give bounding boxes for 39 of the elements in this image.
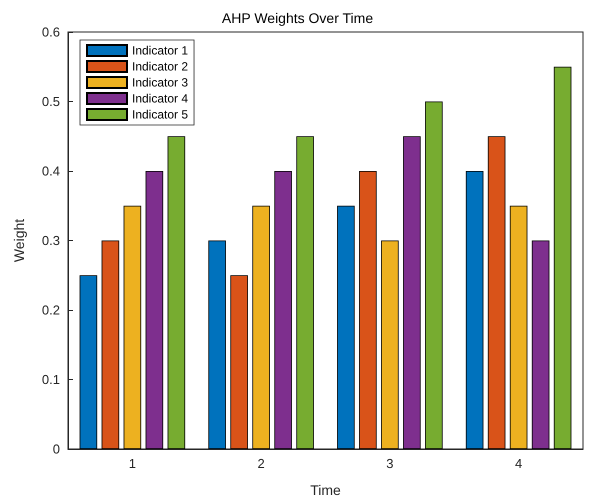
bar <box>274 171 292 449</box>
bar <box>381 240 399 449</box>
bar <box>252 206 270 449</box>
bar <box>425 102 443 449</box>
y-axis-title: Weight <box>11 218 27 262</box>
bar <box>168 136 186 449</box>
y-tick-label: 0.3 <box>42 233 60 248</box>
x-tick-label: 2 <box>258 456 265 471</box>
bar <box>359 171 377 449</box>
chart-title: AHP Weights Over Time <box>222 10 374 26</box>
y-tick-label: 0.4 <box>42 164 60 178</box>
bar <box>124 206 142 449</box>
bar <box>230 275 248 449</box>
x-tick-label: 1 <box>128 456 136 471</box>
bar <box>337 206 355 449</box>
bar <box>208 240 226 449</box>
bar <box>466 171 484 449</box>
bar <box>403 136 421 449</box>
y-tick-label: 0 <box>52 442 60 456</box>
bar <box>488 136 506 449</box>
bar <box>146 171 164 449</box>
bar <box>80 275 98 449</box>
legend-label: Indicator 1 <box>132 44 188 58</box>
x-tick-label: 3 <box>386 456 394 471</box>
legend-label: Indicator 5 <box>132 108 188 122</box>
legend-label: Indicator 3 <box>132 76 188 90</box>
x-tick-label: 4 <box>515 456 522 471</box>
y-tick-label: 0.5 <box>42 94 60 109</box>
y-tick-label: 0.2 <box>42 302 60 318</box>
y-tick-label: 0.6 <box>42 24 60 40</box>
y-tick-label: 0.1 <box>42 372 60 387</box>
bar <box>554 66 572 449</box>
legend-label: Indicator 2 <box>132 60 188 74</box>
bar <box>510 206 528 449</box>
bar <box>532 240 550 449</box>
x-axis-title: Time <box>310 482 342 498</box>
bar <box>102 240 120 449</box>
bar <box>296 136 314 449</box>
legend-label: Indicator 4 <box>132 92 188 106</box>
